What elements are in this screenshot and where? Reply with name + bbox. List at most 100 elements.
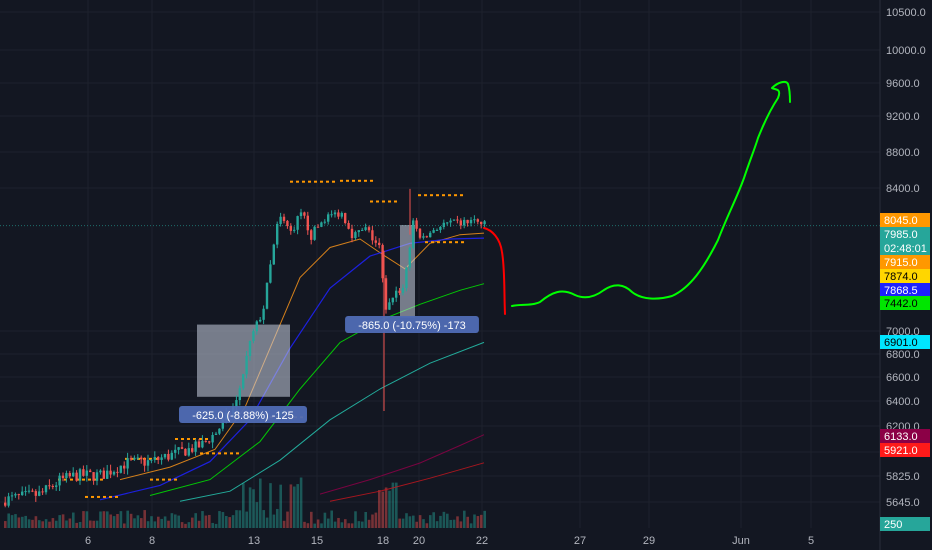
candle-body-3 (14, 494, 17, 496)
volume-bar-42 (146, 521, 150, 528)
time-tick-label-5: 20 (413, 535, 425, 547)
candle-body-128 (439, 226, 442, 230)
candle-body-45 (157, 457, 160, 460)
volume-bar-97 (333, 521, 337, 528)
time-tick-label-2: 13 (248, 535, 260, 547)
ma-blue-line (99, 237, 485, 501)
volume-bar-134 (459, 521, 463, 528)
volume-bar-31 (109, 514, 112, 528)
candle-body-29 (102, 470, 105, 479)
time-axis[interactable]: 6 8 13 15 18 20 22 27 29 Jun 5 (85, 535, 814, 547)
candle-body-58 (201, 440, 204, 448)
indicator-dot-48 (314, 180, 317, 183)
candle-body-103 (354, 232, 357, 239)
volume-bar-108 (371, 514, 374, 528)
candle-body-11 (41, 491, 44, 493)
candle-body-1 (7, 496, 10, 506)
volume-bar-69 (238, 510, 242, 528)
volume-bar-13 (48, 521, 51, 528)
indicator-dot-31 (200, 452, 203, 455)
candle-body-89 (306, 215, 309, 231)
volume-bar-78 (269, 483, 272, 528)
candle-body-61 (211, 434, 214, 443)
indicator-dot-26 (181, 438, 184, 440)
volume-bar-20 (72, 512, 75, 528)
candle-body-13 (48, 485, 51, 487)
candle-body-75 (259, 319, 262, 322)
volume-bar-122 (418, 515, 422, 528)
candle-body-54 (187, 448, 190, 456)
volume-bar-102 (350, 523, 354, 528)
indicator-dot-69 (454, 194, 457, 197)
volume-bar-47 (163, 516, 167, 528)
price-badge-2-bg (880, 255, 930, 269)
time-tick-label-0: 6 (85, 535, 91, 547)
candle-body-19 (68, 473, 71, 477)
candle-body-109 (374, 240, 377, 243)
candle-body-80 (276, 223, 279, 245)
candle-body-10 (38, 491, 41, 496)
volume-bar-75 (259, 478, 262, 528)
volume-bar-40 (140, 518, 143, 528)
candle-body-135 (463, 219, 466, 226)
volume-bar-60 (208, 514, 211, 528)
candle-body-69 (238, 388, 241, 401)
candle-body-94 (323, 221, 326, 223)
price-badge-5-bg (880, 296, 930, 310)
candle-body-111 (381, 245, 384, 279)
volume-bar-67 (231, 515, 235, 528)
indicator-dot-58 (370, 200, 373, 203)
candle-body-39 (136, 457, 139, 459)
measure-label-bg-2 (345, 316, 479, 333)
indicator-dot-70 (460, 194, 463, 197)
volume-bar-11 (41, 521, 44, 528)
candle-body-60 (208, 441, 211, 443)
indicator-dot-6 (94, 478, 97, 481)
candle-body-97 (333, 212, 337, 215)
volume-bar-128 (439, 515, 442, 528)
candle-body-46 (160, 457, 163, 460)
price-badge-6-bg (880, 335, 930, 349)
candle-body-100 (344, 213, 347, 224)
price-tick-label-7: 6800.0 (886, 349, 920, 361)
volume-bar-56 (194, 513, 197, 528)
volume-bar-133 (456, 516, 459, 528)
volume-bar-0 (4, 521, 7, 528)
indicator-dot-65 (430, 194, 433, 197)
volume-bar-137 (469, 523, 473, 528)
indicator-dot-32 (206, 452, 209, 455)
volume-bar-99 (340, 522, 344, 528)
volume-bar-30 (106, 511, 109, 528)
indicator-dot-5 (88, 478, 91, 481)
candle-body-76 (262, 308, 265, 320)
indicator-dot-20 (150, 478, 153, 481)
volume-bar-82 (282, 520, 286, 528)
volume-bar-1 (7, 513, 10, 528)
volume-bar-85 (293, 486, 296, 528)
volume-bar-33 (116, 514, 119, 528)
volume-bar-26 (92, 520, 95, 528)
volume-bar-139 (476, 516, 480, 528)
candle-body-6 (24, 491, 27, 493)
candle-body-71 (245, 355, 248, 375)
indicator-dot-47 (308, 180, 311, 183)
indicator-dot-36 (230, 452, 233, 455)
candle-body-64 (221, 419, 224, 429)
volume-bar-131 (449, 519, 452, 528)
candle-body-51 (177, 447, 180, 450)
price-badge-1: 7985.0 (884, 229, 918, 241)
volume-bar-27 (95, 520, 99, 528)
price-tick-label-0: 10500.0 (886, 7, 926, 19)
candle-body-34 (119, 465, 122, 473)
volume-bar-66 (228, 517, 231, 528)
volume-bar-105 (361, 521, 364, 528)
volume-bar-106 (364, 511, 367, 528)
volume-bar-29 (102, 511, 106, 528)
price-axis[interactable]: 10500.010000.09600.09200.08800.08400.070… (886, 7, 926, 509)
price-tick-label-5: 8400.0 (886, 183, 920, 195)
time-tick-label-8: 29 (643, 535, 655, 547)
candle-body-84 (289, 226, 292, 231)
volume-bar-93 (320, 523, 323, 528)
candle-body-79 (272, 244, 275, 265)
